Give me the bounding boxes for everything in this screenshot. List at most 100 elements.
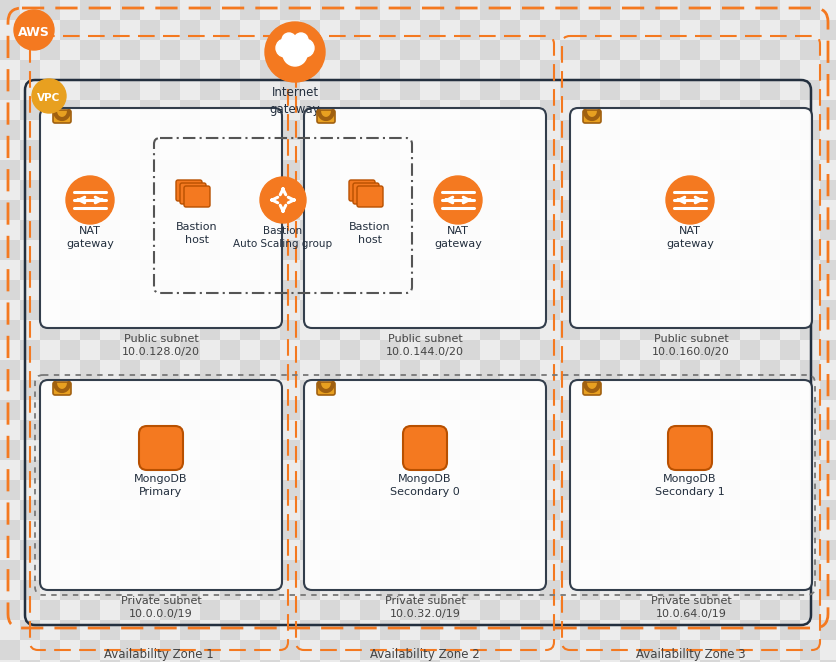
Bar: [540, 40, 560, 60]
Bar: [820, 380, 836, 400]
Bar: [200, 580, 220, 600]
Bar: [540, 480, 560, 500]
Bar: [580, 200, 600, 220]
Bar: [220, 660, 240, 662]
Bar: [180, 260, 200, 280]
Bar: [460, 400, 480, 420]
Bar: [540, 240, 560, 260]
Bar: [500, 300, 520, 320]
Bar: [680, 80, 700, 100]
Bar: [0, 0, 20, 20]
Bar: [160, 260, 180, 280]
Bar: [660, 500, 680, 520]
Bar: [180, 440, 200, 460]
Bar: [0, 320, 20, 340]
Bar: [780, 40, 800, 60]
Bar: [380, 580, 400, 600]
Bar: [480, 400, 500, 420]
Bar: [720, 480, 740, 500]
Bar: [680, 200, 700, 220]
Bar: [440, 580, 460, 600]
Bar: [360, 0, 380, 20]
Bar: [560, 540, 580, 560]
Bar: [740, 460, 760, 480]
Bar: [480, 380, 500, 400]
Bar: [720, 220, 740, 240]
Bar: [20, 180, 40, 200]
Bar: [600, 280, 620, 300]
Bar: [640, 300, 660, 320]
Bar: [280, 420, 300, 440]
Bar: [20, 400, 40, 420]
Bar: [660, 400, 680, 420]
Bar: [140, 620, 160, 640]
Bar: [20, 360, 40, 380]
Bar: [200, 560, 220, 580]
Bar: [700, 600, 720, 620]
Bar: [660, 600, 680, 620]
Bar: [680, 460, 700, 480]
Bar: [380, 360, 400, 380]
Bar: [800, 40, 820, 60]
Bar: [580, 480, 600, 500]
Bar: [780, 540, 800, 560]
Bar: [320, 60, 340, 80]
Bar: [720, 380, 740, 400]
Bar: [40, 520, 60, 540]
Bar: [740, 280, 760, 300]
Bar: [460, 340, 480, 360]
Bar: [80, 280, 100, 300]
Bar: [100, 420, 120, 440]
Bar: [260, 500, 280, 520]
Bar: [620, 60, 640, 80]
Bar: [440, 160, 460, 180]
Bar: [540, 440, 560, 460]
Bar: [420, 120, 440, 140]
Bar: [240, 580, 260, 600]
Bar: [260, 0, 280, 20]
Bar: [0, 400, 20, 420]
Bar: [140, 260, 160, 280]
Bar: [200, 340, 220, 360]
Bar: [500, 440, 520, 460]
Bar: [820, 220, 836, 240]
Bar: [720, 240, 740, 260]
Bar: [300, 540, 320, 560]
Bar: [360, 220, 380, 240]
Bar: [580, 380, 600, 400]
Bar: [200, 200, 220, 220]
Bar: [120, 200, 140, 220]
Bar: [660, 660, 680, 662]
Bar: [400, 20, 420, 40]
Bar: [800, 460, 820, 480]
Bar: [100, 320, 120, 340]
Bar: [520, 180, 540, 200]
Bar: [120, 260, 140, 280]
Bar: [200, 400, 220, 420]
Bar: [260, 200, 280, 220]
Bar: [780, 220, 800, 240]
Bar: [100, 460, 120, 480]
FancyBboxPatch shape: [583, 110, 601, 123]
Bar: [460, 200, 480, 220]
Bar: [240, 500, 260, 520]
Bar: [480, 160, 500, 180]
Bar: [700, 360, 720, 380]
Bar: [200, 480, 220, 500]
Bar: [540, 620, 560, 640]
Bar: [140, 480, 160, 500]
Bar: [460, 120, 480, 140]
Bar: [120, 280, 140, 300]
Bar: [40, 640, 60, 660]
Bar: [320, 660, 340, 662]
Bar: [460, 80, 480, 100]
Bar: [660, 300, 680, 320]
Bar: [500, 100, 520, 120]
Circle shape: [283, 42, 307, 66]
Bar: [120, 440, 140, 460]
Bar: [780, 240, 800, 260]
Bar: [340, 640, 360, 660]
Bar: [20, 280, 40, 300]
Bar: [800, 620, 820, 640]
Bar: [480, 300, 500, 320]
